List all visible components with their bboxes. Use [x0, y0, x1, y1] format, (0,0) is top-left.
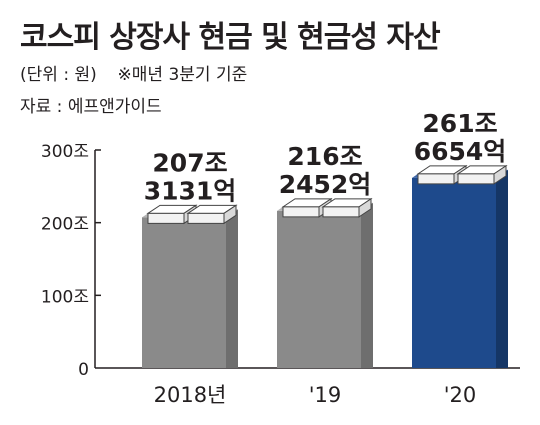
data-label: 2452억	[279, 170, 372, 199]
bar	[277, 210, 361, 368]
data-label: 216조	[287, 142, 362, 171]
money-bundle-front	[147, 212, 185, 224]
data-label: 261조	[422, 109, 497, 138]
money-bundle-front	[417, 173, 455, 185]
money-bundle-side	[358, 197, 372, 218]
money-bundle-front	[457, 173, 495, 185]
data-label: 207조	[152, 148, 227, 177]
y-tick-label: 200조	[41, 215, 89, 235]
unit-note-text: (단위 : 원)	[20, 65, 97, 85]
source-note: 자료 : 에프앤가이드	[20, 97, 162, 117]
money-bundle-side	[493, 164, 507, 185]
y-tick-label: 0	[78, 360, 89, 380]
x-tick-label: 2018년	[154, 383, 227, 407]
money-bundle-front	[322, 206, 360, 218]
money-bundle-front	[187, 212, 225, 224]
bar	[412, 177, 496, 368]
data-label: 6654억	[414, 137, 507, 166]
x-tick-label: '19	[309, 383, 342, 407]
bar-side-face	[361, 202, 373, 368]
money-bundle-front	[282, 206, 320, 218]
money-bundle-side	[223, 204, 237, 225]
bar-side-face	[226, 209, 238, 368]
bar-side-face	[496, 169, 508, 368]
basis-note-text: ※매년 3분기 기준	[117, 65, 248, 85]
x-tick-label: '20	[444, 383, 477, 407]
bar	[142, 217, 226, 368]
y-tick-label: 300조	[41, 142, 89, 162]
chart-title: 코스피 상장사 현금 및 현금성 자산	[20, 20, 441, 55]
y-tick-label: 100조	[41, 287, 89, 307]
unit-note: (단위 : 원) ※매년 3분기 기준	[20, 60, 247, 85]
data-label: 3131억	[144, 176, 237, 205]
